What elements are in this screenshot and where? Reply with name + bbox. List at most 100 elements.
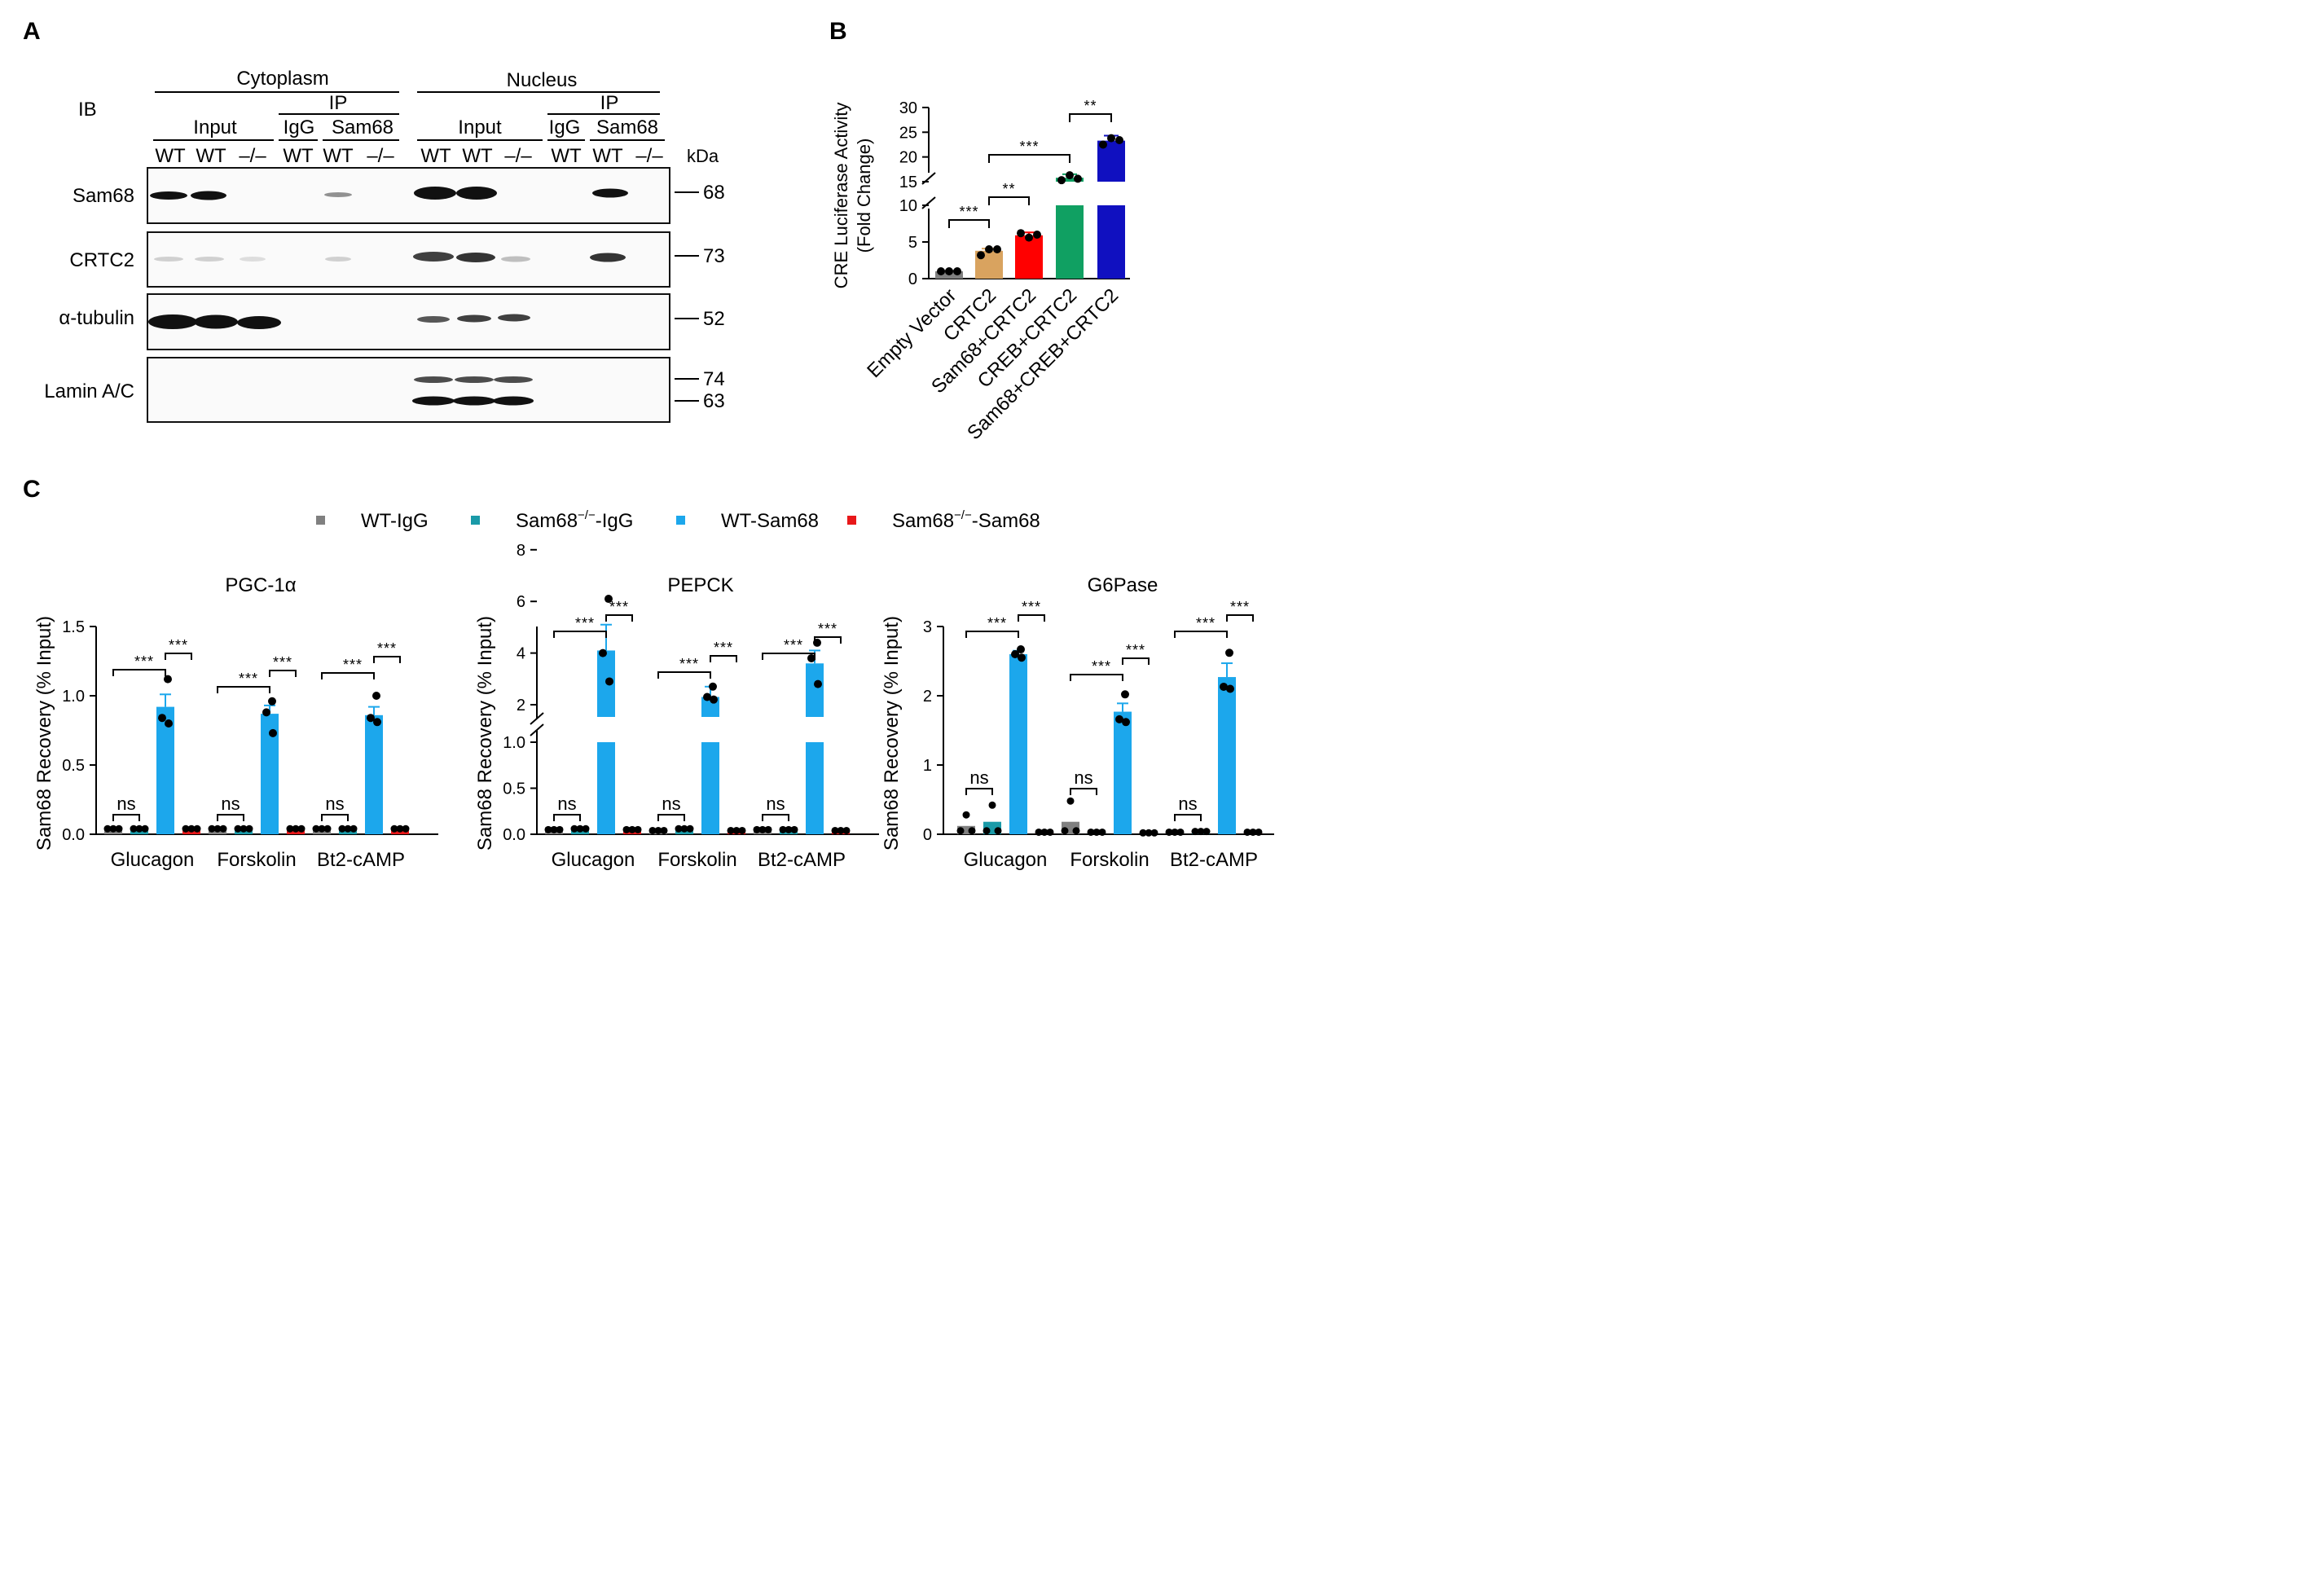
significance-bracket — [373, 656, 401, 663]
data-point — [297, 824, 306, 833]
data-point — [1072, 827, 1080, 835]
data-point — [268, 697, 276, 706]
nucleus-label: Nucleus — [507, 69, 578, 91]
significance-bracket — [948, 219, 990, 228]
data-point — [988, 801, 996, 809]
x-tick-label: Forskolin — [217, 849, 296, 871]
data-point — [968, 827, 976, 835]
y-tick-label: 5 — [908, 234, 917, 252]
panel-a-label: A — [23, 18, 41, 45]
row-label-tubulin: α-tubulin — [59, 307, 134, 329]
data-point — [785, 825, 793, 833]
ylabel-line2: (Fold Change) — [854, 138, 874, 253]
legend-swatch — [316, 516, 325, 525]
significance-label: ns — [116, 794, 135, 814]
x-tick-label: Forskolin — [657, 849, 736, 871]
data-point — [732, 826, 741, 834]
band — [414, 376, 453, 383]
y-tick-label: 0 — [908, 270, 917, 288]
axis-break — [921, 196, 936, 209]
x-tick-label: Forskolin — [1070, 849, 1149, 871]
bar — [597, 742, 615, 834]
significance-label: ns — [221, 794, 240, 814]
marker-74: 74 — [703, 368, 725, 390]
g6pase-chart: G6Pase Sam68 Recovery (% Input) 0 1 2 3 Glucag… — [881, 574, 1274, 871]
data-point — [1197, 828, 1205, 836]
data-point — [710, 695, 718, 704]
data-point — [1202, 828, 1211, 836]
data-point — [1150, 829, 1158, 837]
significance-label: *** — [609, 599, 629, 615]
lane-label: –/– — [504, 145, 532, 167]
significance-bracket — [112, 669, 166, 676]
legend-swatch — [847, 516, 856, 525]
data-point — [1092, 828, 1101, 836]
data-point — [164, 675, 172, 684]
significance-label: ns — [1178, 794, 1197, 814]
data-point — [582, 824, 590, 833]
lane-label: –/– — [367, 145, 394, 167]
significance-label: *** — [239, 670, 258, 687]
significance-bracket — [321, 814, 349, 821]
bar — [806, 663, 824, 717]
row-label-sam68: Sam68 — [73, 185, 134, 207]
significance-bracket — [710, 655, 737, 662]
y-tick-label: 0.5 — [503, 780, 525, 798]
band — [455, 376, 494, 383]
y-tick-label: 0 — [923, 826, 932, 844]
data-point — [628, 825, 636, 833]
x-tick-label: Bt2-cAMP — [317, 849, 405, 871]
data-point — [103, 824, 112, 833]
significance-bracket — [965, 631, 1019, 638]
data-point — [604, 595, 613, 604]
ib-label: IB — [78, 99, 97, 121]
panel-c-label: C — [23, 476, 41, 503]
significance-label: *** — [377, 640, 397, 657]
data-point — [556, 825, 564, 833]
significance-label: ** — [1084, 98, 1097, 114]
data-point — [1220, 682, 1228, 691]
data-point — [599, 649, 607, 657]
significance-label: *** — [818, 621, 837, 637]
nuc-sam68-label: Sam68 — [596, 117, 658, 138]
row-label-crtc2: CRTC2 — [69, 249, 134, 271]
significance-label: *** — [987, 615, 1007, 631]
data-point — [187, 824, 196, 833]
data-point — [323, 824, 332, 833]
data-point — [1249, 828, 1257, 836]
data-point — [764, 825, 772, 833]
significance-label: *** — [1019, 138, 1039, 155]
significance-bracket — [553, 814, 581, 821]
data-point — [1098, 828, 1106, 836]
band — [417, 316, 450, 323]
figure-canvas: A IB Cytoplasm Nucleus IP IP Input IgG S… — [23, 18, 1274, 871]
bands — [148, 187, 628, 406]
data-point — [390, 824, 398, 833]
legend-label: Sam68−/−-IgG — [516, 508, 633, 532]
marker-68: 68 — [703, 182, 725, 204]
lane-labels: WT WT –/– WT WT –/– WT WT –/– WT WT –/– — [155, 145, 663, 167]
lane-label: WT — [592, 145, 623, 167]
data-point — [193, 824, 201, 833]
significance-bracket — [1018, 614, 1045, 622]
bar — [1114, 711, 1132, 834]
cyto-sam68-label: Sam68 — [332, 117, 393, 138]
data-point — [945, 267, 953, 275]
y-tick-label: 6 — [517, 593, 525, 611]
significance-bracket — [762, 814, 789, 821]
marker-63: 63 — [703, 390, 725, 412]
legend-swatch — [471, 516, 480, 525]
data-point — [396, 824, 404, 833]
data-point — [1255, 828, 1263, 836]
significance-bracket — [605, 614, 633, 622]
cyto-input-label: Input — [193, 117, 237, 138]
band — [194, 314, 238, 329]
data-point — [344, 824, 352, 833]
band — [325, 257, 351, 262]
significance-label: ns — [969, 767, 988, 788]
data-point — [182, 824, 190, 833]
significance-label: *** — [1230, 599, 1250, 615]
blot-lamin — [147, 357, 670, 423]
data-point — [292, 824, 300, 833]
significance-bracket — [1226, 614, 1254, 622]
